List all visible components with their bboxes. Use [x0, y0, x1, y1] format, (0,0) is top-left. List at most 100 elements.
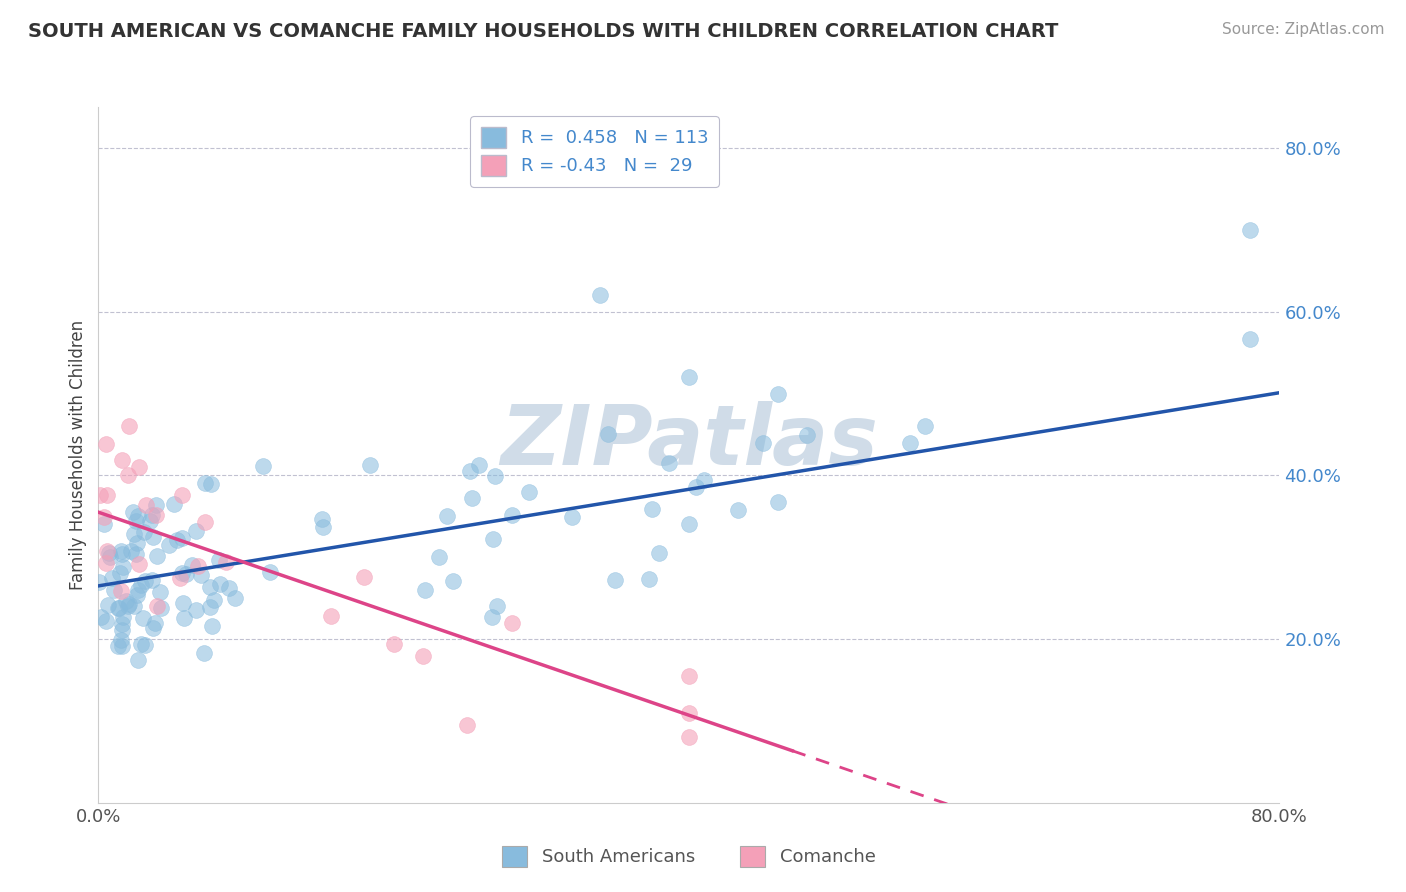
Point	[184, 524, 207, 538]
Point	[224, 591, 246, 606]
Point	[146, 599, 169, 614]
Point	[209, 577, 232, 591]
Point	[117, 599, 139, 613]
Point	[128, 460, 150, 475]
Point	[198, 599, 221, 614]
Point	[98, 546, 121, 560]
Point	[796, 428, 818, 442]
Point	[117, 418, 139, 433]
Point	[128, 557, 150, 571]
Point	[100, 571, 122, 585]
Point	[138, 514, 160, 528]
Point	[174, 566, 197, 581]
Point	[132, 611, 155, 625]
Point	[96, 488, 118, 502]
Point	[427, 550, 450, 565]
Point	[589, 288, 612, 302]
Point	[89, 488, 111, 502]
Point	[125, 588, 148, 602]
Point	[468, 458, 491, 473]
Point	[482, 533, 505, 547]
Point	[96, 543, 118, 558]
Point	[218, 582, 240, 596]
Point	[198, 580, 221, 594]
Point	[180, 558, 202, 572]
Point	[87, 574, 110, 589]
Point	[145, 498, 167, 512]
Point	[122, 527, 145, 541]
Point	[727, 503, 749, 517]
Point	[766, 386, 789, 401]
Point	[1239, 223, 1261, 237]
Point	[96, 615, 118, 629]
Point	[166, 533, 188, 547]
Point	[678, 668, 700, 682]
Point	[766, 495, 789, 509]
Point	[134, 638, 156, 652]
Point	[135, 499, 157, 513]
Point	[252, 459, 274, 474]
Point	[458, 465, 481, 479]
Point	[129, 636, 152, 650]
Point	[163, 497, 186, 511]
Point	[1239, 332, 1261, 346]
Point	[111, 639, 134, 653]
Point	[108, 566, 131, 581]
Point	[484, 469, 506, 483]
Point	[598, 427, 620, 442]
Point	[149, 585, 172, 599]
Point	[108, 601, 131, 615]
Point	[172, 596, 194, 610]
Point	[648, 545, 671, 559]
Point	[194, 516, 217, 530]
Point	[110, 633, 132, 648]
Legend: South Americans, Comanche: South Americans, Comanche	[495, 838, 883, 874]
Point	[201, 619, 224, 633]
Point	[172, 566, 194, 580]
Point	[693, 473, 716, 487]
Point	[914, 419, 936, 434]
Point	[146, 549, 169, 563]
Point	[187, 558, 209, 573]
Point	[259, 565, 281, 579]
Point	[98, 549, 121, 564]
Point	[382, 637, 405, 651]
Point	[413, 583, 436, 598]
Point	[678, 731, 700, 745]
Point	[169, 571, 191, 585]
Point	[311, 520, 333, 534]
Point	[678, 706, 700, 720]
Point	[190, 568, 212, 582]
Point	[359, 458, 381, 473]
Point	[122, 504, 145, 518]
Point	[456, 718, 478, 732]
Point	[319, 608, 342, 623]
Point	[353, 570, 375, 584]
Point	[641, 502, 664, 516]
Point	[117, 468, 139, 483]
Point	[157, 538, 180, 552]
Point	[141, 508, 163, 522]
Point	[129, 578, 152, 592]
Point	[97, 598, 120, 612]
Point	[111, 616, 134, 631]
Point	[194, 475, 217, 490]
Point	[112, 609, 135, 624]
Point	[142, 621, 165, 635]
Point	[561, 510, 583, 524]
Point	[678, 516, 700, 531]
Point	[170, 531, 193, 545]
Point	[311, 512, 333, 526]
Point	[685, 480, 707, 494]
Point	[132, 524, 155, 539]
Point	[120, 543, 142, 558]
Point	[127, 509, 149, 524]
Point	[118, 597, 141, 611]
Y-axis label: Family Households with Children: Family Households with Children	[69, 320, 87, 590]
Point	[125, 548, 148, 562]
Point	[441, 574, 464, 588]
Point	[150, 601, 173, 615]
Point	[658, 456, 681, 470]
Point	[605, 574, 627, 588]
Point	[127, 583, 149, 598]
